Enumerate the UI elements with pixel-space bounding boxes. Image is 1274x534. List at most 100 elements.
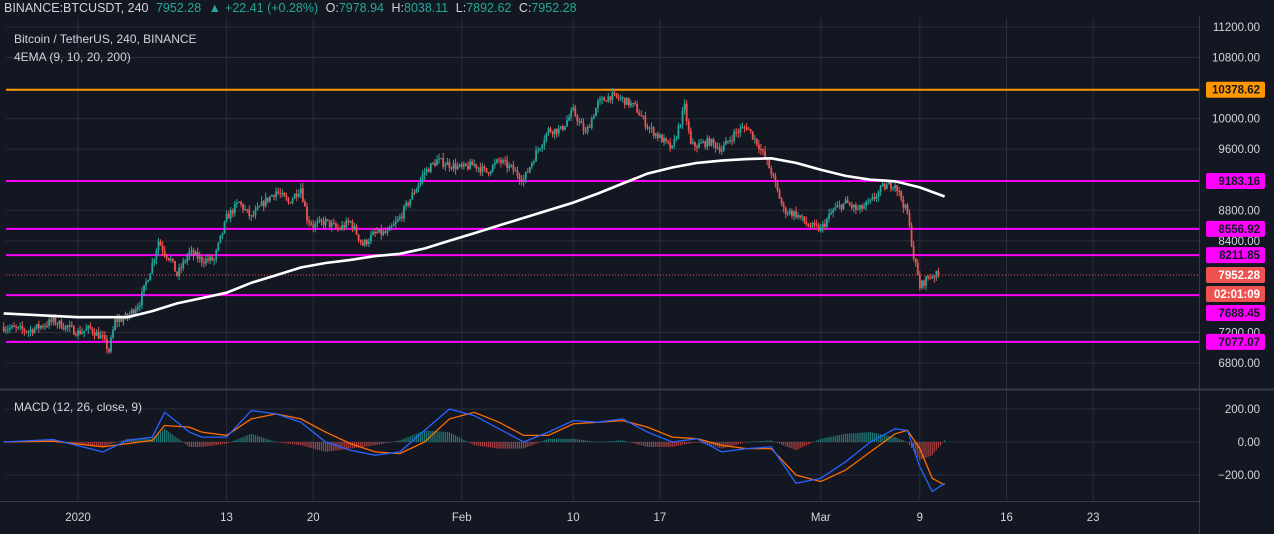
macd-histogram-bar	[168, 431, 170, 442]
macd-histogram-bar	[580, 439, 583, 442]
candle-body	[374, 232, 377, 234]
candle-body	[27, 331, 30, 333]
candle-body	[126, 314, 129, 318]
candle-body	[850, 204, 853, 208]
candle-body	[491, 165, 494, 172]
candle-body	[669, 142, 672, 149]
candle-body	[677, 126, 680, 139]
macd-histogram-bar	[199, 442, 201, 447]
macd-histogram-bar	[799, 442, 801, 449]
macd-legend[interactable]: MACD (12, 26, close, 9)	[14, 400, 143, 414]
candle-body	[95, 331, 98, 336]
macd-histogram-bar	[700, 442, 702, 444]
macd-histogram-bar	[256, 435, 259, 442]
macd-histogram-bar	[937, 442, 940, 448]
macd-histogram-bar	[279, 442, 281, 443]
macd-histogram-bar	[203, 442, 205, 447]
candle-body	[431, 163, 434, 165]
candle-body	[448, 162, 451, 168]
candle-body	[13, 325, 15, 327]
macd-histogram-bar	[225, 442, 228, 444]
candle-body	[689, 130, 692, 144]
macd-histogram-bar	[890, 436, 892, 442]
macd-histogram-bar	[601, 441, 603, 443]
macd-histogram-bar	[100, 442, 102, 447]
candle-body	[444, 165, 447, 167]
candle-body	[223, 221, 226, 233]
candle-body	[679, 124, 682, 127]
candle-body	[489, 171, 492, 174]
ema-line	[3, 156, 946, 319]
candle-body	[580, 121, 583, 124]
candle-body	[180, 267, 183, 269]
macd-histogram-bar	[820, 438, 822, 442]
macd-histogram-bar	[176, 437, 178, 442]
macd-histogram-bar	[686, 442, 688, 445]
candle-body	[91, 328, 94, 333]
level-price-label-bg	[1206, 173, 1265, 190]
macd-histogram-bar	[285, 442, 287, 444]
level-price-label: 10378.62	[1212, 85, 1260, 97]
macd-histogram-bar	[374, 442, 376, 446]
candle-body	[561, 126, 564, 130]
macd-histogram-bar	[626, 441, 628, 442]
macd-histogram-bar	[671, 442, 673, 447]
candle-body	[698, 143, 700, 148]
candle-body	[747, 129, 750, 131]
candle-body	[31, 329, 34, 333]
indicator-legend[interactable]: 4EMA (9, 10, 20, 200)	[14, 50, 131, 64]
candle-body	[254, 209, 257, 216]
candle-body	[720, 150, 723, 152]
candle-body	[297, 193, 300, 197]
candle-body	[729, 140, 731, 142]
candle-body	[235, 202, 238, 204]
candle-body	[122, 318, 125, 322]
high-label: H:	[391, 1, 405, 15]
macd-histogram-bar	[809, 442, 812, 444]
last-price-label: 7952.28	[1218, 270, 1260, 282]
candle-body	[572, 107, 575, 111]
macd-histogram-bar	[541, 441, 543, 442]
candle-body	[318, 219, 321, 222]
candle-body	[370, 234, 372, 242]
macd-histogram-bar	[417, 432, 420, 442]
macd-histogram-bar	[215, 442, 217, 446]
candle-body	[526, 171, 529, 173]
macd-histogram-bar	[465, 440, 467, 442]
candle-body	[429, 163, 432, 173]
candle-body	[139, 305, 141, 307]
macd-histogram-bar	[349, 442, 351, 449]
macd-histogram-bar	[570, 438, 572, 442]
macd-histogram-bar	[803, 442, 805, 447]
price-series	[2, 87, 940, 354]
macd-histogram-bar	[192, 442, 195, 447]
macd-histogram-bar	[760, 441, 762, 442]
candle-body	[795, 211, 797, 218]
macd-histogram-bar	[461, 438, 463, 442]
macd-histogram-bar	[849, 433, 851, 442]
candle-body	[89, 325, 92, 329]
candle-body	[299, 188, 302, 194]
level-lines	[6, 88, 1199, 343]
candle-body	[590, 118, 593, 128]
candle-body	[415, 188, 418, 193]
macd-histogram-bar	[882, 434, 884, 442]
candle-body	[826, 218, 828, 227]
macd-histogram-bar	[535, 442, 537, 444]
candle-body	[337, 227, 339, 230]
macd-histogram-bar	[358, 442, 360, 448]
candle-body	[343, 225, 346, 228]
macd-histogram-bar	[180, 440, 182, 442]
candle-body	[902, 199, 905, 208]
symbol-name[interactable]: BINANCE:BTCUSDT, 240	[4, 1, 149, 15]
macd-histogram-bar	[880, 434, 882, 442]
macd-histogram-bar	[242, 437, 244, 442]
macd-histogram-bar	[651, 442, 653, 447]
chart-title[interactable]: Bitcoin / TetherUS, 240, BINANCE	[14, 32, 197, 46]
macd-histogram-bar	[677, 442, 680, 446]
candle-body	[621, 97, 624, 99]
macd-histogram-bar	[401, 439, 403, 442]
candle-body	[60, 320, 63, 329]
macd-histogram-bar	[393, 441, 395, 443]
